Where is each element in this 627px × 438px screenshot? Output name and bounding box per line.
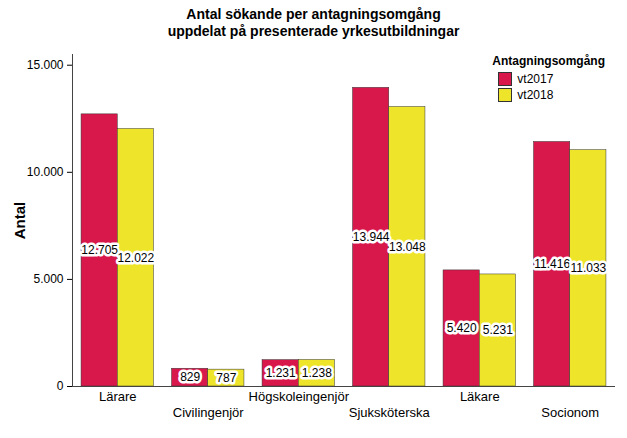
svg-text:Lärare: Lärare [99,389,137,404]
svg-text:15.000: 15.000 [27,58,64,72]
svg-text:Högskoleingenjör: Högskoleingenjör [249,389,350,404]
svg-text:5.000: 5.000 [33,272,63,286]
html-text:uppdelat på presenterade yrkes: uppdelat på presenterade yrkesutbildning… [167,23,460,39]
svg-text:11.416: 11.416 [534,257,570,271]
svg-text:829: 829 [180,370,200,384]
svg-text:5.420: 5.420 [447,321,477,335]
svg-text:1.231: 1.231 [266,366,296,380]
svg-text:1.238: 1.238 [302,366,332,380]
svg-text:Civilingenjör: Civilingenjör [173,405,244,420]
svg-text:Sjuksköterska: Sjuksköterska [349,405,431,420]
svg-text:5.231: 5.231 [483,323,513,337]
svg-text:11.033: 11.033 [570,261,606,275]
svg-text:13.944: 13.944 [353,230,390,244]
svg-text:Antal: Antal [11,202,28,240]
svg-text:10.000: 10.000 [27,165,64,179]
svg-text:13.048: 13.048 [389,240,426,254]
svg-text:12.705: 12.705 [81,243,118,257]
svg-text:Läkare: Läkare [460,389,500,404]
svg-text:0: 0 [57,379,64,393]
html-text:vt2018: vt2018 [517,88,554,102]
svg-text:787: 787 [216,371,236,385]
html-text:Antal sökande per antagningsom: Antal sökande per antagningsomgång [186,6,441,22]
html-text:vt2017: vt2017 [517,72,554,86]
svg-text:Socionom: Socionom [541,405,599,420]
html-text:Antagningsomgång: Antagningsomgång [492,54,605,68]
svg-text:12.022: 12.022 [117,251,154,265]
